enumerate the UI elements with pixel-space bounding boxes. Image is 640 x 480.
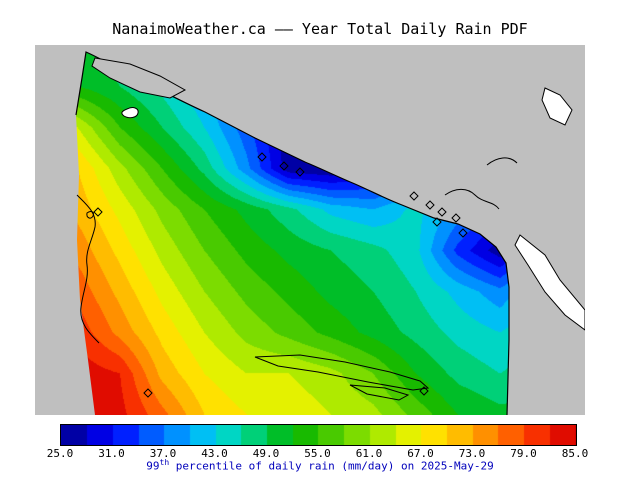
station-diamond-marker bbox=[279, 161, 289, 171]
caption-sup: th bbox=[159, 458, 170, 467]
colorbar-tick-label: 49.0 bbox=[252, 447, 280, 460]
map-plot bbox=[35, 45, 585, 415]
station-diamond-marker bbox=[257, 152, 267, 162]
colorbar-ticks: 25.0 31.0 37.0 43.0 49.0 55.0 61.0 67.0 73.0 79.0… bbox=[47, 447, 589, 460]
colorbar-canvas bbox=[61, 425, 576, 445]
chart-caption: 99th percentile of daily rain (mm/day) o… bbox=[0, 458, 640, 473]
colorbar-tick-label: 61.0 bbox=[355, 447, 383, 460]
island-white bbox=[121, 107, 139, 119]
station-diamond-marker bbox=[458, 228, 468, 238]
island-white bbox=[514, 234, 585, 331]
station-diamond-marker bbox=[437, 207, 447, 217]
colorbar-tick-label: 85.0 bbox=[561, 447, 589, 460]
island-white bbox=[541, 87, 573, 126]
colorbar-tick-label: 79.0 bbox=[510, 447, 537, 460]
colorbar-tick-label: 67.0 bbox=[407, 447, 434, 460]
colorbar bbox=[60, 424, 577, 446]
station-diamond-marker bbox=[425, 200, 435, 210]
island-outline bbox=[444, 188, 500, 210]
island-gray bbox=[91, 57, 187, 99]
colorbar-tick-label: 73.0 bbox=[458, 447, 486, 460]
colorbar-tick-label: 55.0 bbox=[304, 447, 331, 460]
station-diamond-marker bbox=[432, 217, 442, 227]
land-mask bbox=[35, 45, 585, 415]
station-diamond-marker bbox=[143, 388, 153, 398]
island-outline bbox=[486, 157, 518, 166]
station-diamond-marker bbox=[295, 167, 305, 177]
island-outline bbox=[76, 194, 100, 344]
island-outline bbox=[349, 384, 410, 401]
colorbar-tick-label: 25.0 bbox=[46, 447, 74, 460]
station-diamond-marker bbox=[419, 386, 429, 396]
island-outline bbox=[86, 211, 94, 219]
colorbar-tick-label: 31.0 bbox=[98, 447, 125, 460]
caption-percentile-number: 99 bbox=[146, 459, 160, 473]
colorbar-tick-label: 37.0 bbox=[149, 447, 177, 460]
map-overlay bbox=[35, 45, 585, 415]
station-diamond-marker bbox=[409, 191, 419, 201]
caption-text: percentile of daily rain (mm/day) on 202… bbox=[169, 459, 494, 473]
island-outline bbox=[254, 354, 430, 391]
station-diamond-marker bbox=[451, 213, 461, 223]
station-diamond-marker bbox=[93, 207, 103, 217]
chart-title: NanaimoWeather.ca —— Year Total Daily Ra… bbox=[112, 20, 528, 38]
colorbar-tick-label: 43.0 bbox=[201, 447, 228, 460]
